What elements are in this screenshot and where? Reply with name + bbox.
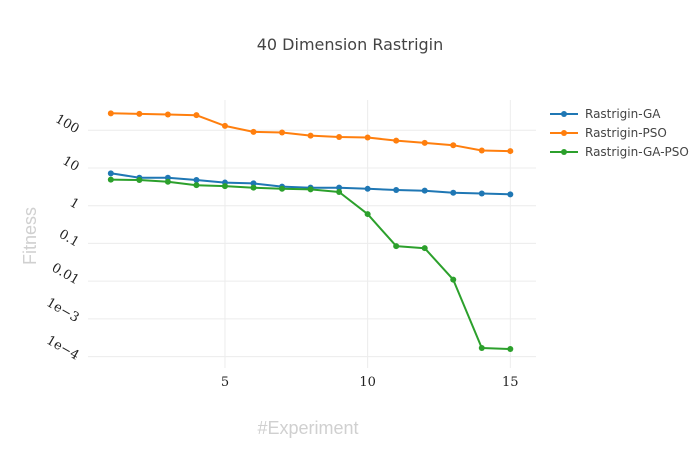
legend-swatch-marker: [561, 130, 567, 136]
data-point: [193, 176, 200, 183]
data-point: [250, 184, 257, 191]
y-axis-label: Fitness: [20, 207, 40, 265]
data-point: [164, 178, 171, 185]
legend[interactable]: Rastrigin-GA Rastrigin-PSO Rastrigin-GA-PS…: [550, 107, 689, 159]
y-tick-label: 1: [67, 195, 82, 212]
legend-item[interactable]: Rastrigin-GA: [550, 107, 661, 121]
data-point: [507, 191, 514, 198]
x-tick-label: 5: [221, 375, 229, 390]
legend-swatch-marker: [561, 111, 567, 117]
data-point: [450, 276, 457, 283]
data-point: [450, 189, 457, 196]
data-point: [193, 112, 200, 119]
data-point: [507, 148, 514, 155]
legend-item[interactable]: Rastrigin-GA-PSO: [550, 145, 689, 159]
legend-label: Rastrigin-GA-PSO: [585, 145, 689, 159]
legend-swatch-marker: [561, 149, 567, 155]
data-point: [364, 185, 371, 192]
data-point: [364, 134, 371, 141]
series-line-Rastrigin-GA-PSO: [110, 178, 511, 350]
data-point: [107, 170, 114, 177]
data-point: [478, 344, 485, 351]
x-tick-label: 15: [502, 375, 519, 390]
data-point: [107, 176, 114, 183]
y-tick-label: 0.1: [56, 227, 81, 250]
y-tick-label: 1e−3: [44, 295, 82, 326]
data-point: [336, 184, 343, 191]
y-tick-label: 100: [52, 112, 81, 137]
legend-label: Rastrigin-PSO: [585, 126, 667, 140]
series-lines: [110, 112, 511, 350]
tick-labels: 5 10 15 100 10 1 0.1 0.01 1e−3 1e−4: [44, 112, 519, 390]
data-point: [164, 111, 171, 118]
data-point: [478, 147, 485, 154]
y-tick-label: 0.01: [49, 261, 82, 288]
data-point: [421, 139, 428, 146]
data-point: [450, 142, 457, 149]
data-point: [336, 189, 343, 196]
data-point: [279, 129, 286, 136]
x-tick-label: 10: [359, 375, 376, 390]
series-points: [107, 110, 514, 352]
data-point: [250, 128, 257, 135]
data-point: [221, 122, 228, 129]
data-point: [364, 211, 371, 218]
x-axis-label: #Experiment: [257, 418, 358, 438]
data-point: [136, 110, 143, 117]
data-point: [393, 137, 400, 144]
data-point: [421, 187, 428, 194]
data-point: [421, 245, 428, 252]
data-point: [307, 132, 314, 139]
data-point: [250, 180, 257, 187]
data-point: [221, 183, 228, 190]
data-point: [279, 185, 286, 192]
data-point: [136, 176, 143, 183]
data-point: [478, 190, 485, 197]
grid: [88, 100, 536, 368]
data-point: [193, 182, 200, 189]
data-point: [307, 186, 314, 193]
legend-item[interactable]: Rastrigin-PSO: [550, 126, 667, 140]
data-point: [107, 110, 114, 117]
data-point: [393, 187, 400, 194]
data-point: [336, 134, 343, 141]
data-point: [393, 243, 400, 250]
chart-title: 40 Dimension Rastrigin: [257, 35, 444, 54]
legend-label: Rastrigin-GA: [585, 107, 661, 121]
data-point: [507, 345, 514, 352]
y-tick-label: 1e−4: [44, 333, 82, 364]
y-tick-label: 10: [60, 154, 82, 175]
